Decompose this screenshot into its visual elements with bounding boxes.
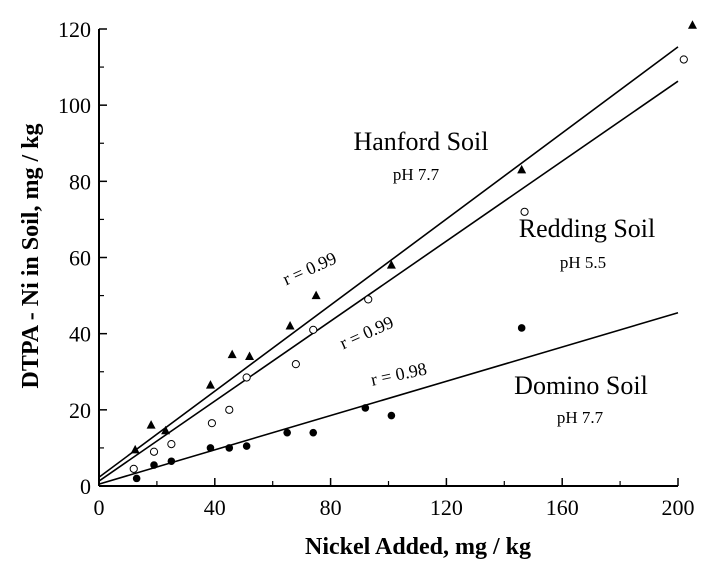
data-point-domino xyxy=(225,444,234,452)
data-point-redding xyxy=(225,405,234,414)
data-point-hanford xyxy=(130,444,140,454)
data-point-hanford xyxy=(386,260,396,269)
series-redding xyxy=(129,55,688,473)
soil-ph-hanford: pH 7.7 xyxy=(393,165,440,184)
data-point-redding xyxy=(679,55,688,64)
data-point-redding xyxy=(207,419,217,428)
data-point-hanford xyxy=(205,380,215,389)
data-point-redding xyxy=(520,207,529,216)
data-point-redding xyxy=(242,373,251,382)
data-point-domino xyxy=(517,324,526,332)
soil-ph-redding: pH 5.5 xyxy=(560,253,606,272)
data-point-domino xyxy=(309,428,318,437)
data-point-hanford xyxy=(146,420,156,429)
x-tick-label: 40 xyxy=(204,495,226,520)
x-tick-label: 200 xyxy=(662,495,695,520)
fit-line-redding xyxy=(98,80,679,482)
x-tick-label: 120 xyxy=(430,495,463,520)
r-label-hanford: r = 0.99 xyxy=(280,248,340,289)
data-point-domino xyxy=(167,457,176,466)
y-tick-label: 120 xyxy=(58,17,91,42)
y-tick-label: 100 xyxy=(58,93,91,118)
data-point-hanford xyxy=(227,349,237,359)
soil-name-domino: Domino Soil xyxy=(514,371,648,400)
r-label-redding: r = 0.99 xyxy=(337,312,397,353)
soil-name-redding: Redding Soil xyxy=(519,214,656,243)
series-domino xyxy=(132,324,526,483)
y-tick-label: 60 xyxy=(69,246,91,271)
data-point-redding xyxy=(309,325,318,334)
x-axis-title: Nickel Added, mg / kg xyxy=(305,534,531,560)
data-point-domino xyxy=(283,428,291,437)
fit-line-domino xyxy=(98,311,679,485)
data-point-hanford xyxy=(161,425,171,435)
series-hanford xyxy=(130,20,697,454)
label-redding: Redding Soil pH 5.5 xyxy=(519,214,656,272)
data-point-domino xyxy=(242,442,251,450)
data-point-domino xyxy=(150,461,158,469)
data-point-hanford xyxy=(285,321,295,330)
data-point-domino xyxy=(361,404,370,412)
plot-area: 0 40 80 120 160 200 0 20 40 60 80 100 120 xyxy=(58,17,697,520)
y-tick-label: 0 xyxy=(80,474,91,499)
data-point-redding xyxy=(167,440,176,449)
label-hanford: Hanford Soil pH 7.7 xyxy=(353,127,488,184)
data-point-hanford xyxy=(311,290,321,300)
data-point-hanford xyxy=(517,164,527,174)
y-tick-label: 20 xyxy=(69,398,91,423)
data-point-hanford xyxy=(687,20,697,29)
soil-name-hanford: Hanford Soil xyxy=(353,127,488,156)
data-point-domino xyxy=(206,444,215,452)
x-tick-label: 160 xyxy=(546,495,579,520)
data-point-redding xyxy=(129,464,138,473)
soil-ph-domino: pH 7.7 xyxy=(557,408,604,427)
r-label-domino: r = 0.98 xyxy=(369,358,429,389)
data-point-hanford xyxy=(245,351,255,361)
label-domino: Domino Soil pH 7.7 xyxy=(514,371,648,427)
data-point-redding xyxy=(364,295,373,304)
y-axis-title: DTPA - Ni in Soil, mg / kg xyxy=(18,124,44,389)
x-tick-label: 80 xyxy=(320,495,342,520)
x-tick-label: 0 xyxy=(94,495,105,520)
y-tick-label: 80 xyxy=(69,169,91,194)
data-point-domino xyxy=(132,474,141,483)
data-point-domino xyxy=(387,411,396,420)
data-point-redding xyxy=(291,360,300,369)
data-point-redding xyxy=(149,447,159,456)
fit-line-hanford xyxy=(98,46,679,478)
y-tick-label: 40 xyxy=(69,322,91,347)
